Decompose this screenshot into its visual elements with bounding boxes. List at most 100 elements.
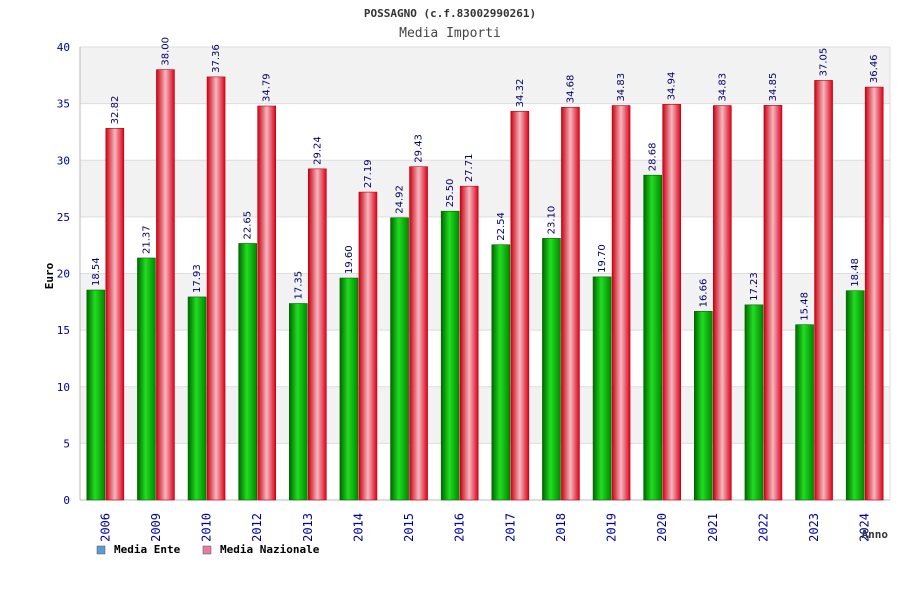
x-tick-label: 2015 bbox=[402, 513, 416, 542]
value-label-media-nazionale: 34.83 bbox=[616, 73, 627, 102]
value-label-media-ente: 18.54 bbox=[91, 257, 102, 286]
bar-media-ente bbox=[491, 244, 511, 501]
bar-media-ente bbox=[744, 304, 764, 501]
value-label-media-ente: 22.54 bbox=[496, 212, 507, 241]
bar-media-ente bbox=[592, 276, 612, 501]
chart-subtitle: Media Importi bbox=[399, 26, 501, 41]
x-tick-label: 2018 bbox=[554, 513, 568, 542]
bar-media-nazionale bbox=[206, 76, 226, 501]
bar-media-nazionale bbox=[763, 105, 783, 501]
legend-swatch-media-nazionale bbox=[202, 545, 212, 555]
bar-media-ente bbox=[238, 243, 257, 501]
value-label-media-ente: 18.48 bbox=[850, 258, 861, 287]
x-tick-label: 2020 bbox=[655, 513, 669, 542]
value-labels: 18.54 32.82 21.37 38.00 17.93 37.36 22.65 34.79… bbox=[91, 37, 880, 321]
value-label-media-ente: 24.92 bbox=[395, 185, 406, 214]
y-tick-label: 0 bbox=[63, 494, 70, 507]
value-label-media-ente: 19.70 bbox=[597, 244, 608, 273]
bar-media-nazionale bbox=[713, 105, 732, 501]
bar-media-ente bbox=[86, 289, 106, 501]
value-label-media-nazionale: 36.46 bbox=[869, 54, 880, 83]
value-label-media-ente: 21.37 bbox=[141, 225, 152, 254]
x-tick-label: 2021 bbox=[706, 513, 720, 542]
value-label-media-ente: 15.48 bbox=[800, 292, 811, 321]
value-label-media-ente: 28.68 bbox=[648, 143, 659, 172]
y-tick-label: 10 bbox=[57, 381, 70, 394]
value-label-media-nazionale: 34.68 bbox=[565, 75, 576, 104]
bar-media-ente bbox=[289, 303, 308, 501]
value-label-media-ente: 22.65 bbox=[243, 211, 254, 240]
bar-media-ente bbox=[390, 217, 409, 501]
bar-media-ente bbox=[542, 238, 561, 501]
value-label-media-ente: 17.23 bbox=[749, 272, 760, 301]
legend: Media Ente Media Nazionale bbox=[96, 543, 320, 556]
value-label-media-nazionale: 34.79 bbox=[262, 73, 273, 102]
legend-label-media-nazionale: Media Nazionale bbox=[220, 543, 320, 556]
x-tick-label: 2024 bbox=[858, 513, 872, 542]
bar-media-nazionale bbox=[510, 111, 530, 501]
value-label-media-nazionale: 34.83 bbox=[717, 73, 728, 102]
bar-media-nazionale bbox=[864, 86, 884, 501]
bar-media-nazionale bbox=[358, 191, 378, 501]
bar-media-nazionale bbox=[308, 168, 327, 501]
y-tick-label: 20 bbox=[57, 268, 70, 281]
value-label-media-nazionale: 38.00 bbox=[160, 37, 171, 66]
bar-media-nazionale bbox=[611, 105, 631, 501]
x-tick-label: 2019 bbox=[605, 513, 619, 542]
value-label-media-nazionale: 34.32 bbox=[515, 79, 526, 108]
x-tick-label: 2010 bbox=[200, 513, 214, 542]
bar-media-nazionale bbox=[156, 69, 175, 501]
value-label-media-ente: 23.10 bbox=[546, 206, 557, 235]
x-axis-ticks: 2006 2009 2010 2012 2013 2014 2015 2016 2017 2018… bbox=[98, 513, 871, 542]
bars bbox=[86, 69, 884, 501]
y-tick-label: 35 bbox=[57, 98, 70, 111]
bar-media-nazionale bbox=[561, 106, 580, 501]
value-label-media-nazionale: 34.94 bbox=[667, 72, 678, 101]
bar-media-ente bbox=[795, 324, 814, 501]
bar-media-ente bbox=[440, 210, 460, 501]
bar-media-nazionale bbox=[409, 166, 428, 501]
x-tick-label: 2009 bbox=[149, 513, 163, 542]
value-label-media-nazionale: 37.36 bbox=[211, 44, 222, 73]
value-label-media-ente: 16.66 bbox=[698, 279, 709, 308]
x-tick-label: 2012 bbox=[250, 513, 264, 542]
value-label-media-nazionale: 27.71 bbox=[464, 154, 475, 183]
value-label-media-nazionale: 29.24 bbox=[312, 136, 323, 165]
x-tick-label: 2023 bbox=[807, 513, 821, 542]
x-axis-label: Anno bbox=[862, 528, 889, 541]
bar-media-nazionale bbox=[459, 185, 479, 501]
x-tick-label: 2022 bbox=[756, 513, 770, 542]
value-label-media-ente: 17.93 bbox=[192, 264, 203, 293]
value-label-media-ente: 17.35 bbox=[293, 271, 304, 300]
legend-swatch-media-ente bbox=[96, 545, 106, 555]
x-tick-label: 2013 bbox=[301, 513, 315, 542]
bar-media-ente bbox=[643, 174, 662, 501]
legend-label-media-ente: Media Ente bbox=[114, 543, 181, 556]
value-label-media-nazionale: 27.19 bbox=[363, 159, 374, 188]
bar-media-nazionale bbox=[257, 105, 276, 501]
y-tick-label: 25 bbox=[57, 211, 70, 224]
value-label-media-nazionale: 37.05 bbox=[819, 48, 830, 77]
value-label-media-nazionale: 34.85 bbox=[768, 73, 779, 102]
y-tick-label: 30 bbox=[57, 154, 70, 167]
chart-title: POSSAGNO (c.f.83002990261) bbox=[364, 7, 536, 20]
bar-media-nazionale bbox=[814, 80, 833, 501]
bar-media-nazionale bbox=[662, 104, 681, 501]
value-label-media-nazionale: 29.43 bbox=[414, 134, 425, 163]
bar-media-nazionale bbox=[105, 128, 125, 501]
value-label-media-nazionale: 32.82 bbox=[110, 96, 121, 125]
y-tick-label: 40 bbox=[57, 41, 70, 54]
bar-media-ente bbox=[187, 296, 207, 501]
value-label-media-ente: 25.50 bbox=[445, 179, 456, 208]
bar-media-ente bbox=[845, 290, 865, 501]
x-tick-label: 2006 bbox=[98, 513, 112, 542]
y-axis-ticks: 0 5 10 15 20 25 30 35 40 bbox=[57, 41, 70, 507]
x-tick-label: 2014 bbox=[351, 513, 365, 542]
bar-media-ente bbox=[339, 277, 359, 501]
x-tick-label: 2016 bbox=[453, 513, 467, 542]
y-tick-label: 5 bbox=[63, 437, 70, 450]
y-axis-label: Euro bbox=[43, 262, 56, 289]
bar-media-ente bbox=[694, 311, 713, 501]
